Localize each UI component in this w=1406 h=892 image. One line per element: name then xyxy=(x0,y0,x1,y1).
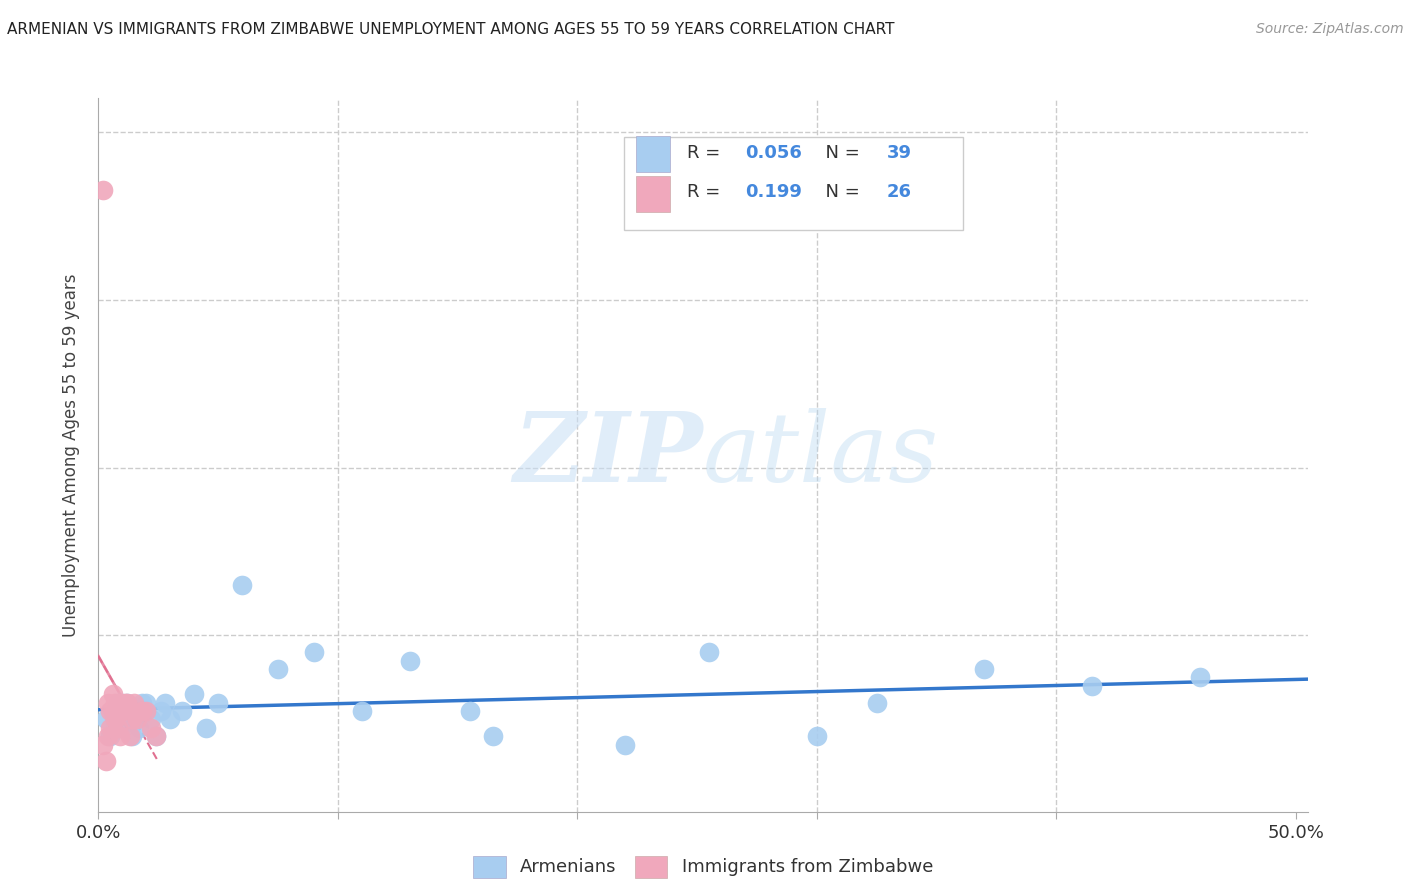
Text: 26: 26 xyxy=(887,184,912,202)
Text: N =: N = xyxy=(814,145,866,162)
Point xyxy=(121,729,143,743)
Point xyxy=(107,721,129,735)
Point xyxy=(108,721,131,735)
Point xyxy=(697,645,720,659)
Point xyxy=(398,654,420,668)
Text: R =: R = xyxy=(688,184,727,202)
Point xyxy=(121,712,143,726)
Point xyxy=(91,184,114,198)
Text: Source: ZipAtlas.com: Source: ZipAtlas.com xyxy=(1256,22,1403,37)
Point xyxy=(159,712,181,726)
Point xyxy=(114,704,136,718)
Point xyxy=(614,738,637,752)
Point xyxy=(131,696,153,710)
Point xyxy=(94,712,117,726)
Point xyxy=(125,704,148,718)
Point xyxy=(135,696,157,710)
Point xyxy=(145,729,167,743)
Point xyxy=(100,704,122,718)
Point xyxy=(302,645,325,659)
FancyBboxPatch shape xyxy=(624,137,963,230)
Point xyxy=(124,696,146,710)
Point xyxy=(135,704,157,718)
Text: 0.199: 0.199 xyxy=(745,184,803,202)
Point xyxy=(1081,679,1104,693)
Text: N =: N = xyxy=(814,184,866,202)
Point xyxy=(97,696,120,710)
Text: 39: 39 xyxy=(887,145,912,162)
Point xyxy=(131,704,153,718)
Point xyxy=(1188,670,1211,684)
Point xyxy=(973,662,995,676)
Point xyxy=(195,721,218,735)
Point xyxy=(104,696,127,710)
Text: atlas: atlas xyxy=(703,408,939,502)
Text: 0.056: 0.056 xyxy=(745,145,803,162)
Point xyxy=(806,729,828,743)
Point xyxy=(139,721,162,735)
Point xyxy=(108,696,131,710)
Point xyxy=(115,696,138,710)
Point xyxy=(458,704,481,718)
Point xyxy=(97,729,120,743)
Point xyxy=(108,729,131,743)
Point xyxy=(183,687,205,701)
Point xyxy=(267,662,290,676)
Point xyxy=(139,712,162,726)
Point xyxy=(114,696,136,710)
Point xyxy=(111,696,134,710)
Legend: Armenians, Immigrants from Zimbabwe: Armenians, Immigrants from Zimbabwe xyxy=(465,848,941,885)
Point xyxy=(104,704,127,718)
Point xyxy=(100,729,122,743)
Text: ARMENIAN VS IMMIGRANTS FROM ZIMBABWE UNEMPLOYMENT AMONG AGES 55 TO 59 YEARS CORR: ARMENIAN VS IMMIGRANTS FROM ZIMBABWE UNE… xyxy=(7,22,894,37)
Point xyxy=(104,712,127,726)
Point xyxy=(132,704,155,718)
Point xyxy=(865,696,887,710)
Point xyxy=(207,696,229,710)
Point xyxy=(350,704,373,718)
Point xyxy=(101,704,124,718)
Point xyxy=(107,704,129,718)
Point xyxy=(149,704,172,718)
Point xyxy=(155,696,177,710)
Y-axis label: Unemployment Among Ages 55 to 59 years: Unemployment Among Ages 55 to 59 years xyxy=(62,273,80,637)
Point xyxy=(111,704,134,718)
Point xyxy=(125,712,148,726)
FancyBboxPatch shape xyxy=(637,136,671,171)
Point xyxy=(231,578,253,592)
Point xyxy=(101,687,124,701)
Point xyxy=(145,729,167,743)
Point xyxy=(124,712,146,726)
Point xyxy=(172,704,194,718)
Point xyxy=(482,729,505,743)
Text: ZIP: ZIP xyxy=(513,408,703,502)
Point xyxy=(128,721,150,735)
Text: R =: R = xyxy=(688,145,727,162)
Point xyxy=(91,738,114,752)
Point xyxy=(118,729,141,743)
FancyBboxPatch shape xyxy=(637,177,671,212)
Point xyxy=(107,696,129,710)
Point xyxy=(115,696,138,710)
Point xyxy=(94,755,117,769)
Point xyxy=(118,712,141,726)
Point xyxy=(100,721,122,735)
